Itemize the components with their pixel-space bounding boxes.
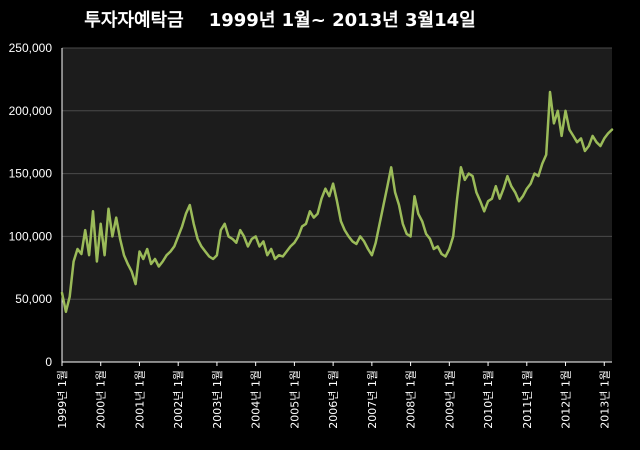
- y-tick-label: 100,000: [9, 229, 53, 243]
- x-tick-label: 2003년 1월: [211, 370, 224, 429]
- series-lines: [60, 90, 614, 314]
- x-tick-label: 2007년 1월: [366, 370, 379, 429]
- y-tick-label: 0: [45, 355, 52, 369]
- y-axis-ticks: 0 50,000 100,000 150,000 200,000 250,000: [9, 41, 53, 369]
- x-tick-label: 2008년 1월: [405, 370, 418, 429]
- x-tick-label: 2012년 1월: [560, 370, 573, 429]
- x-tick-label: 2000년 1월: [95, 370, 108, 429]
- y-tick-label: 50,000: [15, 292, 52, 306]
- x-tick-label: 2005년 1월: [288, 370, 301, 429]
- x-tick-label: 2009년 1월: [443, 370, 456, 429]
- x-axis-ticks: 1999년 1월 2000년 1월 2001년 1월 2002년 1월 2003년 1월…: [56, 362, 611, 429]
- axes: [61, 48, 612, 363]
- x-tick-label: 2010년 1월: [482, 370, 495, 429]
- series-line: [60, 90, 614, 314]
- x-tick-label: 2001년 1월: [133, 370, 146, 429]
- y-tick-label: 150,000: [9, 167, 53, 181]
- x-tick-label: 2002년 1월: [172, 370, 185, 429]
- x-tick-label: 2013년 1월: [598, 370, 611, 429]
- x-tick-label: 1999년 1월: [56, 370, 69, 429]
- gridlines: [62, 47, 612, 300]
- x-tick-label: 2004년 1월: [250, 370, 263, 429]
- x-tick-label: 2011년 1월: [521, 370, 534, 429]
- x-tick-label: 2006년 1월: [327, 370, 340, 429]
- chart-title: 투자자예탁금 1999년 1월~ 2013년 3월14일: [84, 10, 476, 31]
- y-tick-label: 250,000: [9, 41, 53, 55]
- y-tick-label: 200,000: [9, 104, 53, 118]
